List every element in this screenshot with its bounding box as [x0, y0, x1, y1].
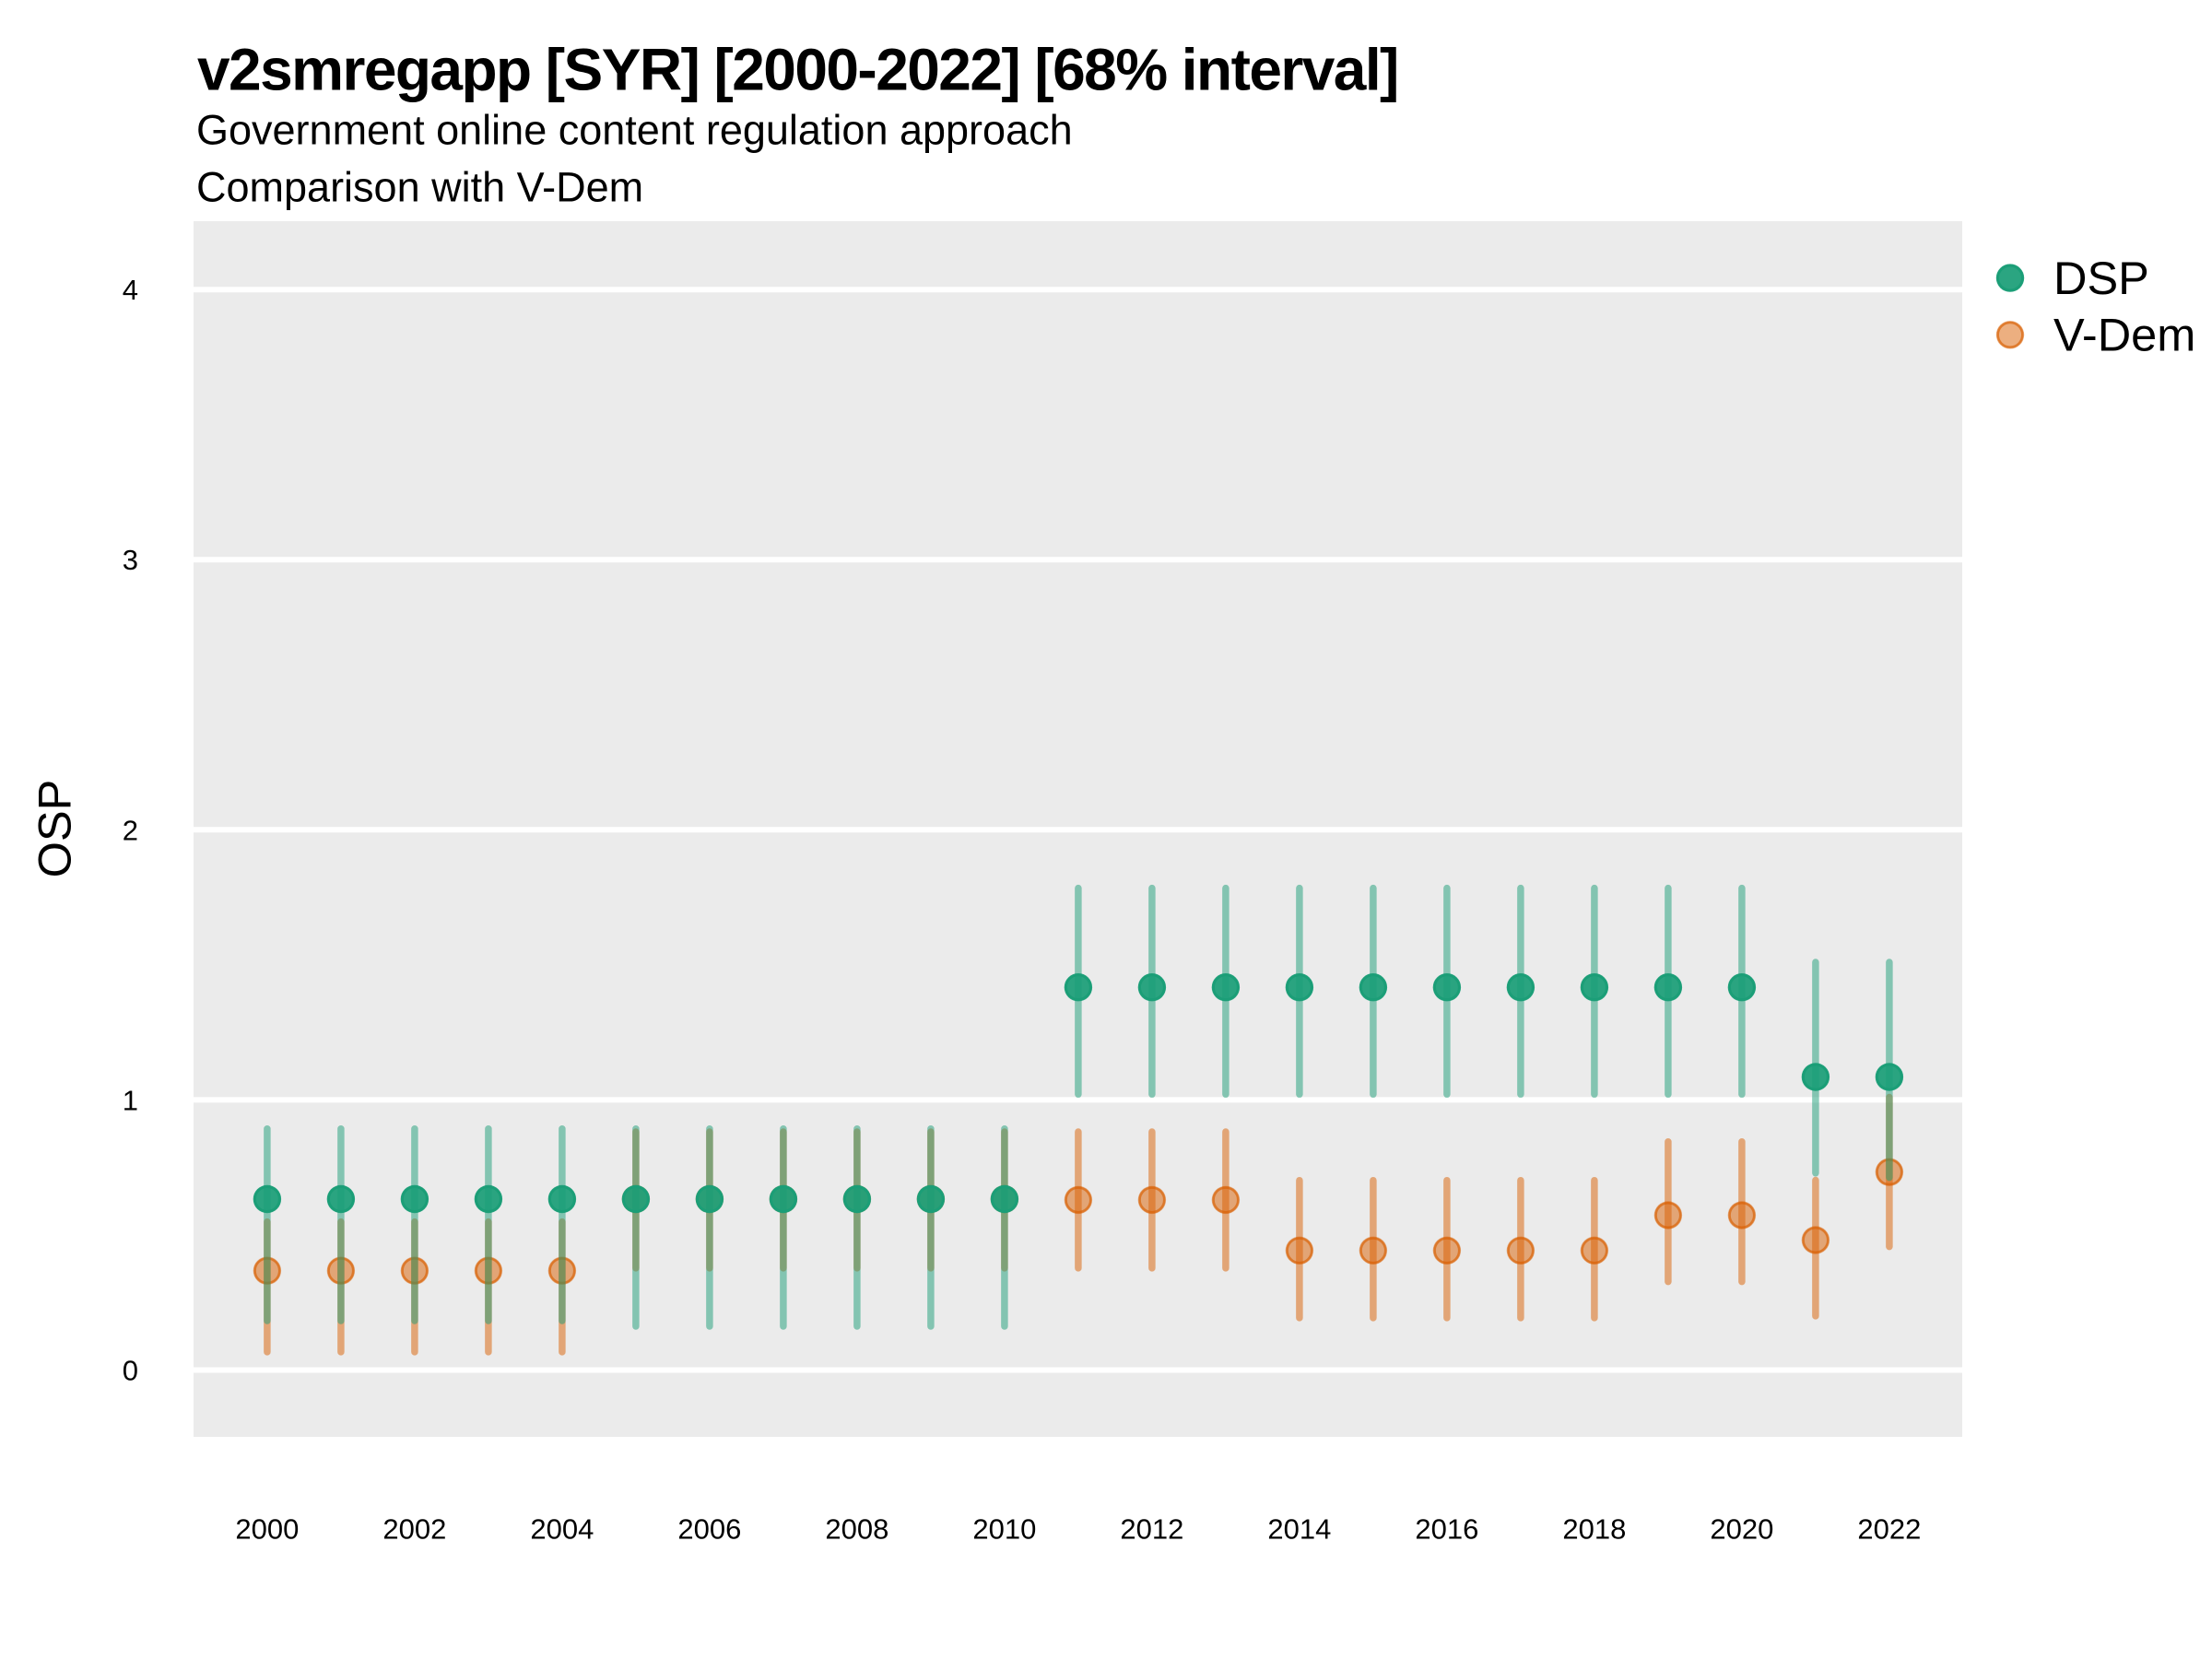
- svg-text:2006: 2006: [677, 1513, 741, 1546]
- svg-text:2020: 2020: [1710, 1513, 1773, 1546]
- svg-text:DSP: DSP: [2053, 252, 2149, 304]
- svg-text:2004: 2004: [530, 1513, 594, 1546]
- svg-text:v2smregapp [SYR] [2000-2022] [: v2smregapp [SYR] [2000-2022] [68% interv…: [197, 37, 1398, 103]
- svg-text:1: 1: [123, 1084, 138, 1116]
- svg-text:0: 0: [123, 1355, 138, 1387]
- svg-text:2018: 2018: [1562, 1513, 1626, 1546]
- svg-text:2: 2: [123, 814, 138, 846]
- svg-text:Comparison with V-Dem: Comparison with V-Dem: [196, 164, 643, 211]
- svg-text:2008: 2008: [825, 1513, 888, 1546]
- svg-text:2000: 2000: [235, 1513, 299, 1546]
- svg-text:2002: 2002: [382, 1513, 446, 1546]
- svg-text:2012: 2012: [1120, 1513, 1183, 1546]
- svg-text:V-Dem: V-Dem: [2053, 309, 2195, 361]
- svg-text:4: 4: [123, 274, 138, 306]
- svg-text:2016: 2016: [1415, 1513, 1478, 1546]
- svg-text:2014: 2014: [1267, 1513, 1331, 1546]
- svg-text:OSP: OSP: [29, 780, 81, 878]
- svg-text:2010: 2010: [972, 1513, 1036, 1546]
- svg-text:3: 3: [123, 544, 138, 576]
- svg-text:2022: 2022: [1857, 1513, 1921, 1546]
- svg-text:Government online content regu: Government online content regulation app…: [196, 107, 1073, 154]
